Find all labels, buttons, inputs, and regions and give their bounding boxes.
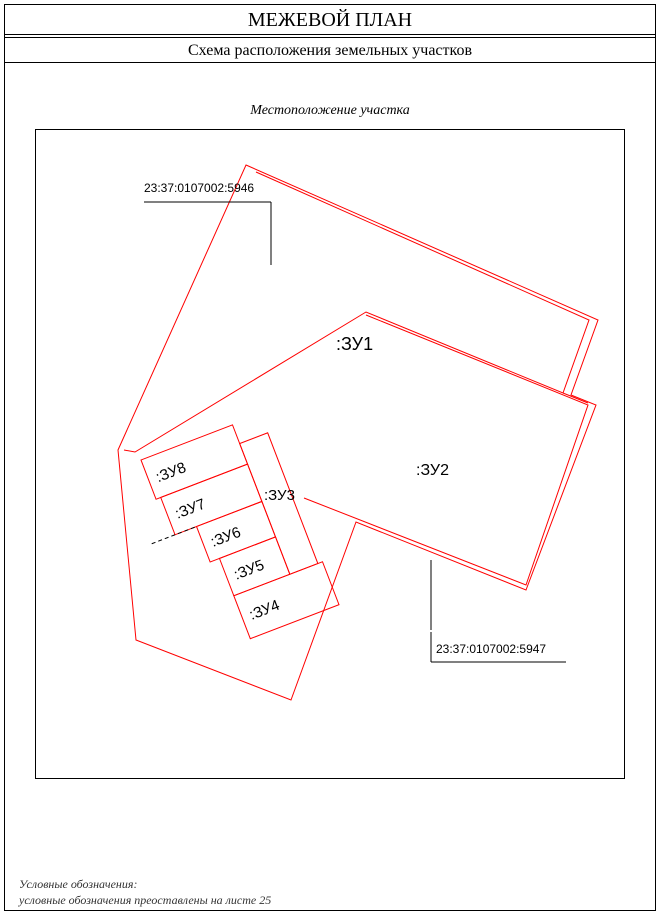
legend-note: условные обозначения преоставлены на лис… [19,893,271,908]
svg-text::ЗУ7: :ЗУ7 [173,496,208,523]
svg-text::ЗУ4: :ЗУ4 [247,597,282,624]
svg-text:23:37:0107002:5947: 23:37:0107002:5947 [436,642,546,656]
svg-text::ЗУ2: :ЗУ2 [416,462,449,479]
svg-text::ЗУ5: :ЗУ5 [232,557,267,584]
legend-title: Условные обозначения: [19,877,137,892]
diagram-frame: :ЗУ8 :ЗУ7:ЗУ6 :ЗУ5 :ЗУ4 :ЗУ1 :ЗУ2 :ЗУ3 23:37:01… [35,129,625,779]
svg-text::ЗУ3: :ЗУ3 [264,487,295,504]
parcel-diagram: :ЗУ8 :ЗУ7:ЗУ6 :ЗУ5 :ЗУ4 :ЗУ1 :ЗУ2 :ЗУ3 23:37:01… [36,130,626,780]
title: МЕЖЕВОЙ ПЛАН [5,5,655,35]
subtitle: Схема расположения земельных участков [5,37,655,63]
svg-text::ЗУ8: :ЗУ8 [153,459,188,486]
svg-text:23:37:0107002:5946: 23:37:0107002:5946 [144,181,254,195]
page-frame: МЕЖЕВОЙ ПЛАН Схема расположения земельны… [4,4,656,911]
svg-text::ЗУ1: :ЗУ1 [336,334,373,354]
diagram-caption: Местоположение участка [5,103,655,119]
svg-text::ЗУ6: :ЗУ6 [208,524,243,551]
